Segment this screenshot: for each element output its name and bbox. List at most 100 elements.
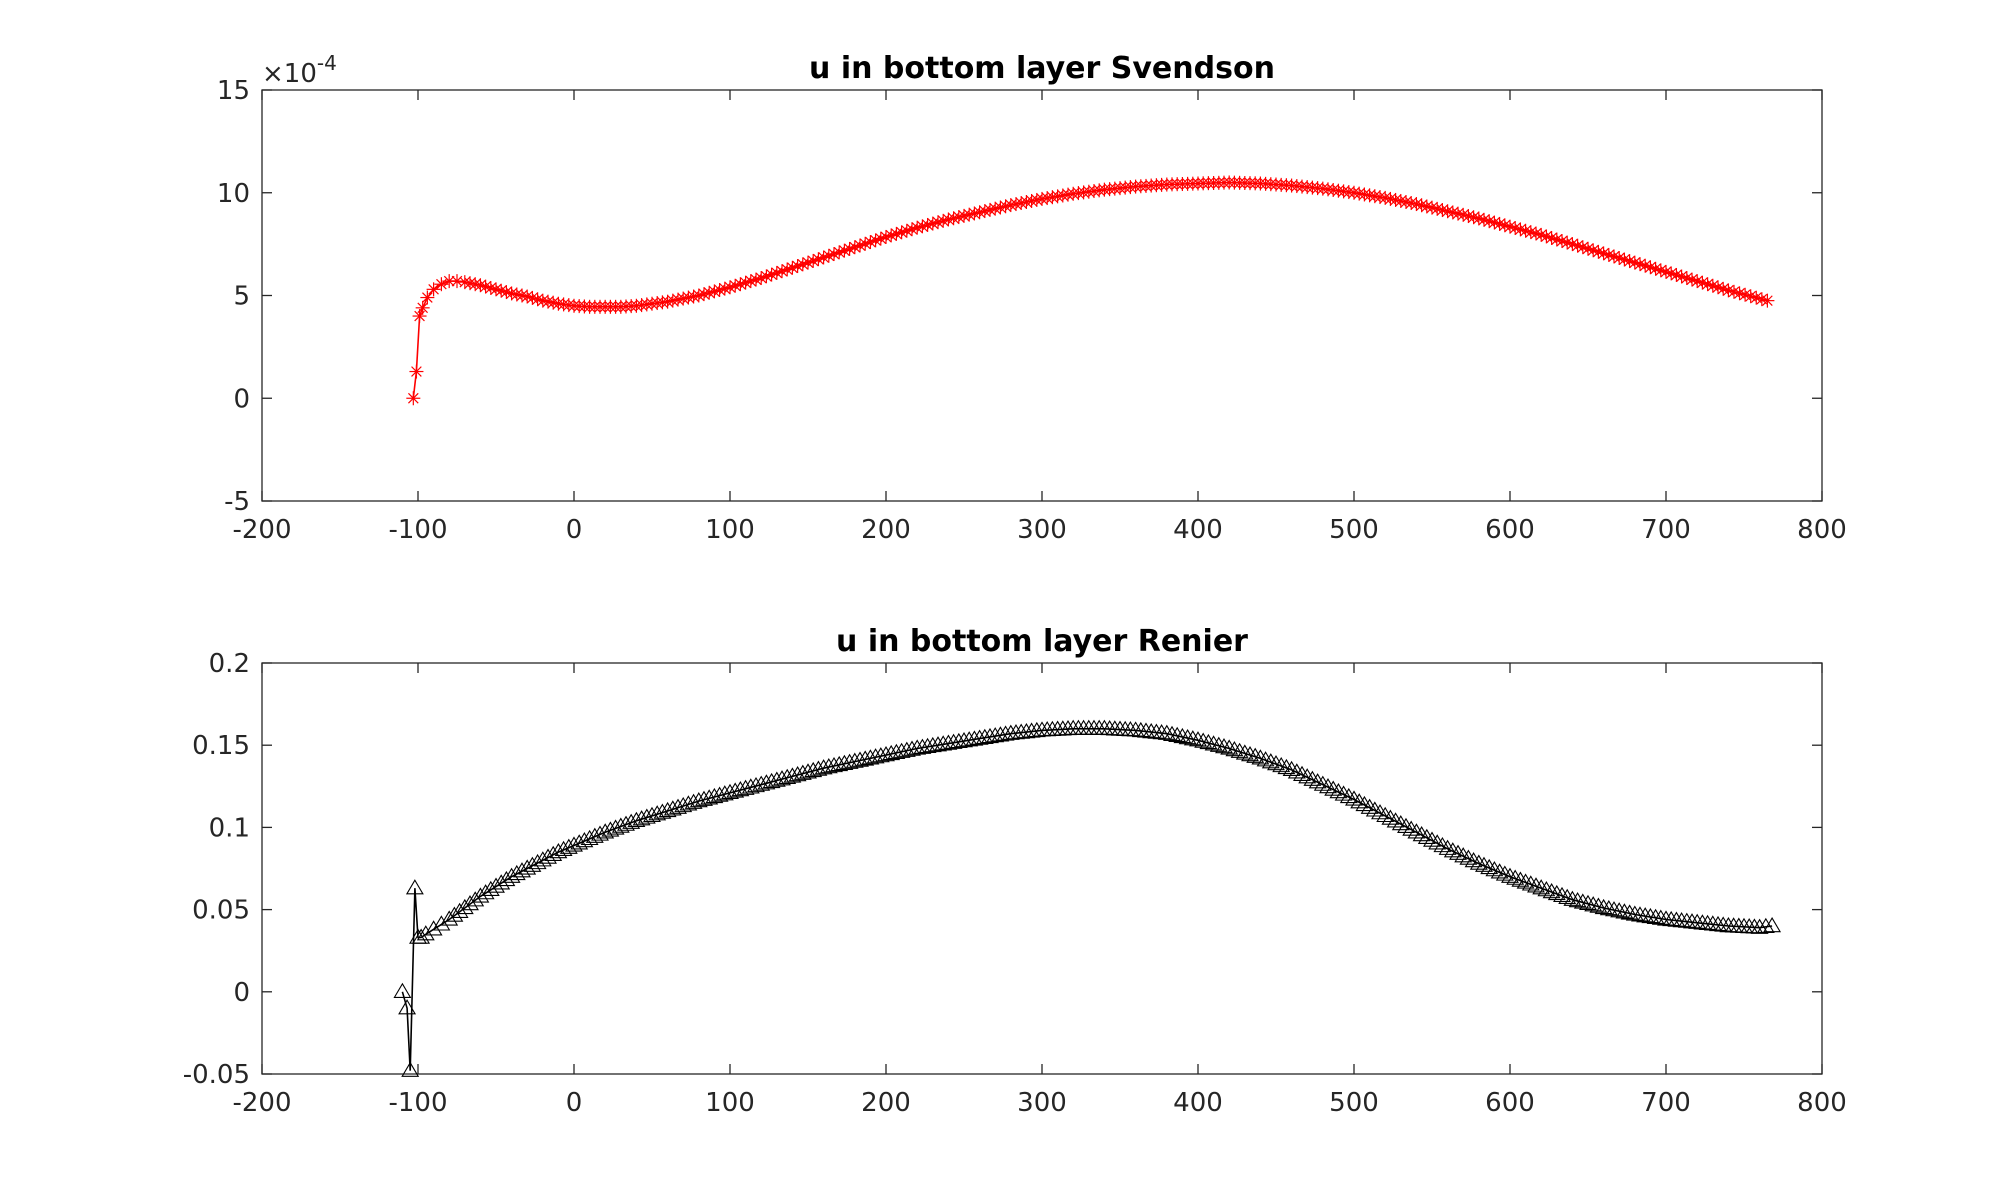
data-point [762, 772, 781, 789]
data-point [1501, 867, 1519, 883]
data-point [1428, 834, 1447, 850]
data-point [1527, 877, 1545, 893]
data-point [1287, 763, 1306, 779]
data-point [975, 728, 994, 744]
data-point [1407, 823, 1426, 839]
data-point [1256, 751, 1275, 767]
data-point [695, 790, 713, 806]
data-point [1246, 747, 1265, 763]
data-point [1610, 902, 1629, 918]
data-point [1402, 820, 1421, 836]
data-point [533, 851, 552, 867]
data-point [1579, 894, 1597, 910]
data-point [882, 744, 901, 761]
data-point [1558, 888, 1577, 904]
data-point [799, 763, 817, 779]
data-point [949, 732, 968, 749]
x-tick-label: -100 [388, 515, 447, 545]
data-point [986, 727, 1005, 743]
data-point [440, 910, 459, 926]
data-point [1760, 293, 1775, 308]
data-point [1763, 916, 1782, 933]
data-point [960, 731, 979, 747]
data-point [856, 750, 875, 766]
x-tick-label: 400 [1173, 1088, 1223, 1118]
data-point [1438, 839, 1457, 855]
data-point [1391, 815, 1410, 831]
data-point [528, 853, 547, 870]
x-tick-label: 700 [1641, 515, 1691, 545]
data-point [809, 760, 828, 776]
data-point [1568, 892, 1587, 908]
data-point [767, 771, 786, 787]
data-point [793, 764, 812, 780]
data-point [1178, 728, 1197, 745]
data-point [1168, 726, 1187, 743]
data-point [918, 737, 937, 753]
data-point [689, 792, 708, 808]
data-point [401, 1061, 420, 1077]
data-point [721, 783, 739, 800]
axes-box-renier [261, 662, 1823, 1075]
data-point [845, 752, 864, 768]
plot-title-svendson: u in bottom layer Svendson [809, 51, 1275, 86]
data-point [944, 733, 963, 749]
data-point [1313, 775, 1332, 791]
data-point [1293, 765, 1311, 781]
data-point [1553, 886, 1571, 903]
data-point [783, 767, 802, 783]
axis-ticks-renier: -200 -100 0 100 200 300 400 500 600 700 800 -0.05 0 0… [183, 649, 1847, 1118]
data-point [1303, 770, 1322, 786]
data-point [913, 738, 932, 754]
data-point [752, 775, 771, 791]
data-point [705, 787, 724, 804]
data-point [814, 759, 833, 775]
data-point [1563, 890, 1582, 906]
data-point [686, 289, 701, 304]
x-tick-label: 500 [1329, 1088, 1379, 1118]
data-point [1235, 744, 1254, 760]
data-point [1282, 760, 1301, 777]
data-point [405, 879, 424, 895]
data-point [1417, 828, 1436, 844]
data-point [1506, 869, 1525, 885]
data-point [1376, 806, 1395, 823]
data-point [1423, 831, 1441, 847]
x-tick-label: -200 [232, 1088, 291, 1118]
data-point [1636, 907, 1655, 923]
data-point [463, 276, 477, 291]
data-point [861, 749, 880, 765]
data-point [1433, 836, 1452, 853]
data-point [507, 864, 526, 881]
data-point [1511, 871, 1530, 887]
plot-svendson: u in bottom layer Svendson -200 -100 0 100 2… [217, 51, 1847, 545]
data-point [1339, 787, 1358, 804]
data-point [1199, 733, 1218, 750]
data-point [502, 867, 521, 883]
data-point [929, 736, 947, 752]
y-tick-label: 0.1 [209, 813, 250, 843]
data-point [450, 902, 469, 918]
x-tick-label: 200 [861, 1088, 911, 1118]
data-point [1381, 809, 1400, 825]
y-exponent-label: ×10-4 [262, 51, 337, 89]
data-point [1194, 732, 1213, 748]
data-point [409, 364, 424, 379]
data-point [1365, 801, 1384, 817]
data-point [1459, 849, 1478, 865]
x-tick-label: 200 [861, 515, 911, 545]
x-tick-label: 300 [1017, 1088, 1067, 1118]
data-point [1599, 899, 1618, 916]
y-tick-label: 0.2 [209, 649, 250, 679]
data-point [1573, 893, 1592, 909]
data-point [1750, 918, 1769, 934]
y-tick-label: -5 [224, 487, 250, 517]
data-point [1298, 768, 1317, 784]
data-point [1209, 736, 1228, 752]
data-point [1542, 882, 1561, 899]
x-tick-label: 400 [1173, 515, 1223, 545]
data-point [892, 742, 911, 758]
data-point [1350, 793, 1369, 809]
data-point [1360, 798, 1379, 814]
